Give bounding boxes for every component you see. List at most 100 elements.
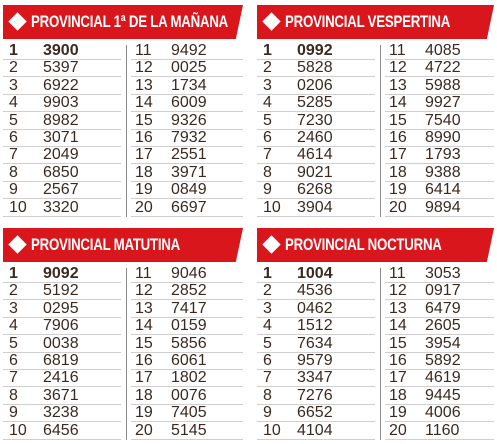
result-row: 1 0992 (257, 42, 375, 60)
result-panel: PROVINCIAL VESPERTINA 1 0992 2 5828 3 0206 4 528… (257, 5, 494, 217)
position: 10 (263, 421, 281, 439)
result-row: 5 0038 (3, 335, 121, 353)
number: 3900 (43, 42, 79, 59)
result-row: 18 3971 (131, 164, 243, 182)
number: 3954 (425, 334, 461, 352)
position: 5 (9, 334, 18, 352)
position: 15 (389, 334, 407, 352)
result-row: 10 6456 (3, 422, 121, 440)
result-row: 20 6697 (131, 199, 243, 217)
result-row: 13 6479 (385, 300, 494, 318)
result-row: 9 6268 (257, 181, 375, 200)
position: 17 (389, 146, 407, 164)
position: 5 (263, 111, 272, 129)
result-row: 20 1160 (385, 422, 494, 440)
number: 7906 (43, 317, 79, 335)
number: 5285 (297, 94, 333, 112)
position: 7 (9, 369, 18, 387)
position: 5 (9, 111, 18, 129)
position: 14 (389, 317, 407, 335)
number: 5192 (43, 282, 79, 300)
position: 7 (9, 146, 18, 164)
result-row: 20 5145 (131, 422, 243, 440)
column-divider (380, 268, 381, 440)
position: 15 (135, 334, 153, 352)
result-row: 6 6819 (3, 352, 121, 370)
position: 14 (389, 94, 407, 112)
position: 4 (263, 317, 272, 335)
position: 2 (9, 59, 18, 77)
position: 16 (389, 352, 407, 369)
number: 7634 (297, 334, 333, 352)
result-row: 13 1734 (131, 77, 243, 95)
number: 7405 (171, 404, 207, 422)
position: 19 (135, 181, 153, 199)
panel-header: PROVINCIAL MATUTINA (3, 228, 243, 262)
number: 0038 (43, 334, 79, 352)
number: 4722 (425, 59, 461, 77)
number: 9046 (171, 265, 207, 282)
number: 0206 (297, 76, 333, 94)
position: 2 (263, 59, 272, 77)
position: 18 (135, 163, 153, 181)
position: 9 (9, 181, 18, 199)
number: 6268 (297, 181, 333, 199)
number: 2852 (171, 282, 207, 300)
number: 7932 (171, 129, 207, 146)
number: 5145 (171, 421, 207, 439)
position: 5 (263, 334, 272, 352)
number: 0992 (297, 42, 333, 59)
position: 2 (263, 282, 272, 300)
number: 0159 (171, 317, 207, 335)
position: 7 (263, 146, 272, 164)
number: 9388 (425, 163, 461, 181)
number: 0917 (425, 282, 461, 300)
position: 18 (389, 163, 407, 181)
result-row: 19 4006 (385, 404, 494, 423)
result-row: 16 6061 (131, 352, 243, 370)
panel-title: PROVINCIAL 1ª DE LA MAÑANA (31, 12, 229, 31)
position: 7 (263, 369, 272, 387)
result-row: 15 9326 (131, 112, 243, 130)
result-row: 5 7634 (257, 335, 375, 353)
number: 6479 (425, 299, 461, 317)
result-row: 12 0025 (131, 59, 243, 78)
result-row: 17 1793 (385, 146, 494, 165)
position: 16 (135, 352, 153, 369)
number: 5892 (425, 352, 461, 369)
number: 2416 (43, 369, 79, 387)
position: 20 (389, 421, 407, 439)
panel-title: PROVINCIAL MATUTINA (31, 235, 181, 254)
position: 18 (135, 386, 153, 404)
result-row: 13 7417 (131, 300, 243, 318)
result-row: 15 7540 (385, 112, 494, 130)
header-icon (8, 12, 27, 31)
position: 8 (263, 163, 272, 181)
position: 20 (389, 198, 407, 216)
position: 10 (9, 198, 27, 216)
position: 17 (135, 146, 153, 164)
position: 1 (9, 42, 18, 59)
number: 6009 (171, 94, 207, 112)
result-row: 20 9894 (385, 199, 494, 217)
position: 20 (135, 198, 153, 216)
result-row: 1 9092 (3, 265, 121, 283)
position: 13 (389, 76, 407, 94)
panel-header: PROVINCIAL NOCTURNA (257, 228, 494, 262)
position: 13 (389, 299, 407, 317)
position: 3 (263, 76, 272, 94)
position: 1 (9, 265, 18, 282)
number: 0462 (297, 299, 333, 317)
panel-header: PROVINCIAL 1ª DE LA MAÑANA (3, 5, 243, 39)
number: 4619 (425, 369, 461, 387)
position: 20 (135, 421, 153, 439)
number: 6061 (171, 352, 207, 369)
number: 1793 (425, 146, 461, 164)
position: 6 (9, 129, 18, 146)
result-row: 19 7405 (131, 404, 243, 423)
number: 3053 (425, 265, 461, 282)
position: 12 (135, 59, 153, 77)
number: 3904 (297, 198, 333, 216)
number: 9894 (425, 198, 461, 216)
number: 4614 (297, 146, 333, 164)
